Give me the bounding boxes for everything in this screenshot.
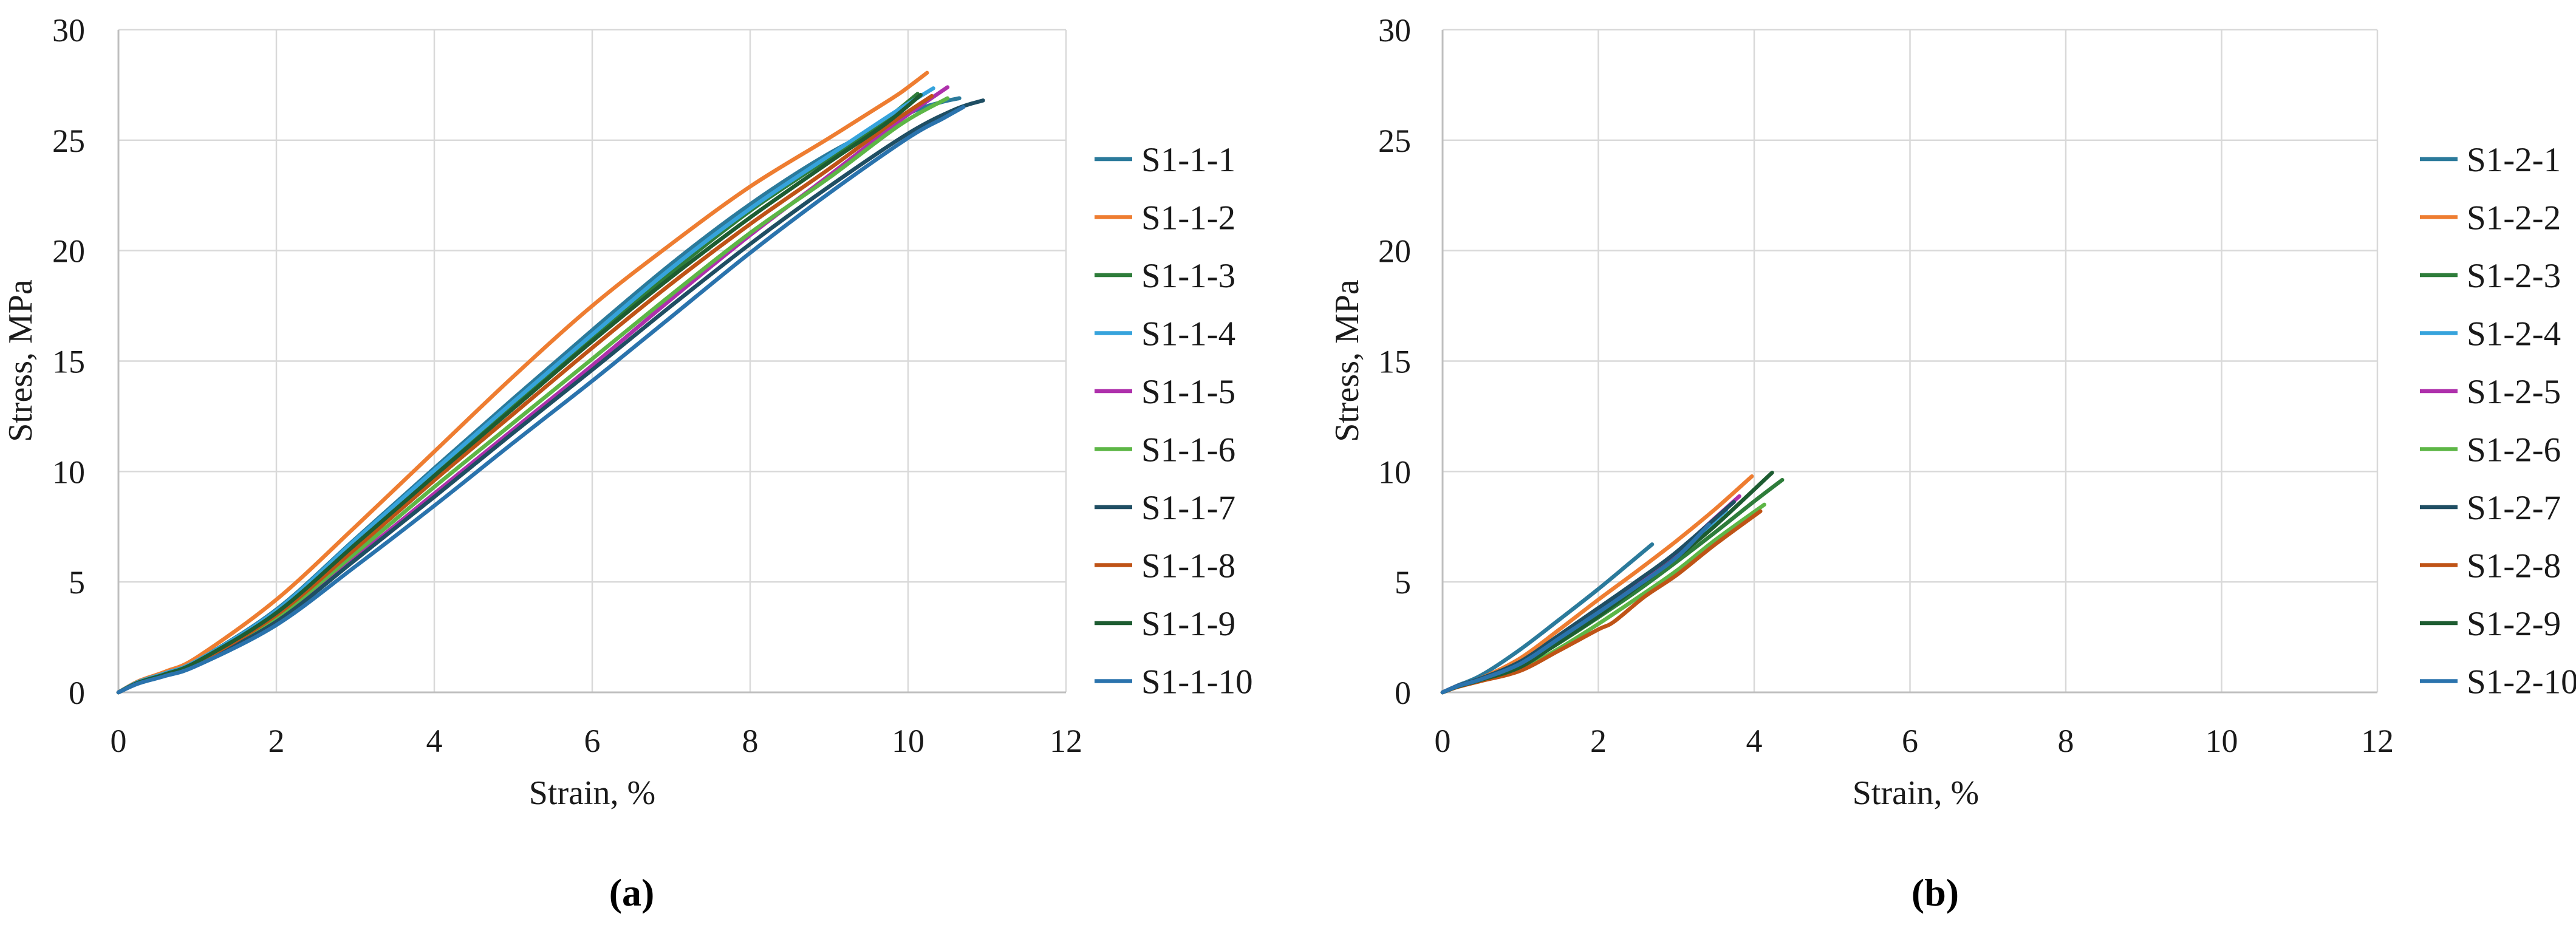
x-tick-label-8: 8 [742, 723, 759, 759]
legend-label-S1-1-1: S1-1-1 [1141, 141, 1235, 179]
chart-a-x-axis-title: Strain, % [528, 774, 656, 812]
series-line-S1-1-9 [116, 93, 923, 695]
series-line-S1-1-7 [116, 98, 985, 695]
legend-label-S1-1-8: S1-1-8 [1141, 547, 1235, 585]
chart-b: 0 5 10 15 20 25 30 0 2 4 6 8 10 12 S1-2-1 S1-2-2 S1-2-3 S… [1378, 12, 2576, 759]
legend-label-S1-2-10: S1-2-10 [2467, 663, 2576, 701]
y-tick-label-10: 10 [1378, 454, 1411, 490]
legend-label-S1-2-8: S1-2-8 [2467, 547, 2561, 585]
x-tick-label-10: 10 [892, 723, 924, 759]
y-tick-label-5: 5 [69, 564, 85, 601]
y-tick-label-15: 15 [52, 344, 85, 380]
series-line-S1-1-1 [116, 96, 962, 695]
chart-b-y-axis-title: Stress, MPa [1328, 279, 1366, 442]
y-tick-label-20: 20 [52, 233, 85, 270]
x-tick-label-0: 0 [111, 723, 127, 759]
y-tick-label-25: 25 [52, 123, 85, 159]
legend-label-S1-2-4: S1-2-4 [2467, 315, 2561, 353]
x-tick-label-12: 12 [1050, 723, 1082, 759]
x-tick-label-4: 4 [1746, 723, 1763, 759]
legend-label-S1-1-3: S1-1-3 [1141, 257, 1235, 295]
legend-label-S1-2-9: S1-2-9 [2467, 605, 2561, 643]
series-line-S1-2-8 [1440, 509, 1763, 695]
y-tick-label-30: 30 [52, 12, 85, 49]
legend-label-S1-1-5: S1-1-5 [1141, 373, 1235, 411]
chart-a-caption: (a) [609, 871, 655, 914]
y-tick-label-0: 0 [69, 675, 85, 711]
y-tick-label-20: 20 [1378, 233, 1411, 270]
legend-label-S1-1-10: S1-1-10 [1141, 663, 1253, 701]
legend-label-S1-1-4: S1-1-4 [1141, 315, 1235, 353]
legend-label-S1-2-6: S1-2-6 [2467, 431, 2561, 469]
y-tick-label-0: 0 [1395, 675, 1411, 711]
series-line-S1-2-10 [1440, 522, 1711, 695]
y-tick-label-5: 5 [1395, 564, 1411, 601]
legend-label-S1-2-1: S1-2-1 [2467, 141, 2561, 179]
legend-label-S1-2-2: S1-2-2 [2467, 199, 2561, 237]
legend-label-S1-1-6: S1-1-6 [1141, 431, 1235, 469]
x-tick-label-4: 4 [426, 723, 443, 759]
x-tick-label-10: 10 [2205, 723, 2238, 759]
series-line-S1-1-10 [116, 105, 966, 695]
legend-label-S1-2-7: S1-2-7 [2467, 489, 2561, 527]
legend-label-S1-1-2: S1-1-2 [1141, 199, 1235, 237]
x-tick-label-6: 6 [584, 723, 601, 759]
legend-label-S1-2-5: S1-2-5 [2467, 373, 2561, 411]
chart-a-y-axis-title: Stress, MPa [2, 279, 39, 442]
legend-label-S1-1-7: S1-1-7 [1141, 489, 1235, 527]
series-line-S1-1-4 [116, 86, 935, 695]
y-tick-label-25: 25 [1378, 123, 1411, 159]
series-line-S1-1-2 [116, 70, 929, 695]
chart-b-x-axis-title: Strain, % [1852, 774, 1980, 812]
series-line-S1-2-2 [1440, 474, 1754, 695]
x-tick-label-2: 2 [268, 723, 285, 759]
x-tick-label-12: 12 [2361, 723, 2394, 759]
x-tick-label-2: 2 [1590, 723, 1607, 759]
y-tick-label-15: 15 [1378, 344, 1411, 380]
x-tick-label-8: 8 [2058, 723, 2074, 759]
x-tick-label-0: 0 [1435, 723, 1451, 759]
legend-label-S1-1-9: S1-1-9 [1141, 605, 1235, 643]
chart-a: 0 5 10 15 20 25 30 0 2 4 6 8 10 12 S1-1-1 S1-1-2 S1-1-3 S… [52, 12, 1253, 759]
x-tick-label-6: 6 [1902, 723, 1918, 759]
y-tick-label-10: 10 [52, 454, 85, 490]
chart-b-caption: (b) [1911, 871, 1959, 914]
legend-label-S1-2-3: S1-2-3 [2467, 257, 2561, 295]
y-tick-label-30: 30 [1378, 12, 1411, 49]
